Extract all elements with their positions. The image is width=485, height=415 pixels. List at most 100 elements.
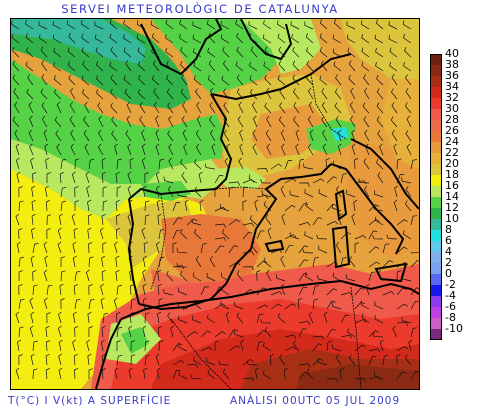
- wind-barb: [46, 214, 52, 226]
- wind-barb: [41, 102, 48, 114]
- wind-barb: [209, 129, 216, 142]
- wind-barb: [73, 353, 78, 366]
- wind-barb: [333, 19, 342, 30]
- wind-barb: [157, 269, 162, 282]
- legend-swatch: [430, 197, 442, 208]
- wind-barb: [242, 359, 254, 366]
- wind-barb: [128, 325, 133, 338]
- legend-entry: 10: [430, 213, 484, 230]
- wind-barb: [69, 87, 76, 100]
- wind-barb: [109, 33, 118, 44]
- wind-barb: [25, 46, 34, 58]
- wind-barb: [179, 19, 188, 30]
- wind-barb: [167, 312, 174, 324]
- wind-barb: [270, 163, 283, 170]
- wind-barb: [260, 319, 272, 324]
- wind-barb: [410, 159, 417, 170]
- wind-barb: [71, 171, 76, 184]
- legend-label: 10: [445, 212, 459, 225]
- legend-label: 4: [445, 245, 452, 258]
- wind-barb: [127, 213, 132, 226]
- legend-swatch: [430, 219, 442, 230]
- wind-barb: [101, 171, 106, 184]
- wind-barb: [66, 20, 76, 30]
- wind-barb: [136, 20, 146, 30]
- legend-label: 26: [445, 124, 459, 137]
- coast-channel: [210, 53, 352, 101]
- wind-barb: [317, 275, 328, 282]
- wind-barb: [196, 101, 202, 114]
- wind-barb: [242, 231, 253, 240]
- wind-barb: [326, 261, 339, 268]
- wind-barb: [180, 46, 188, 58]
- wind-barb: [176, 263, 188, 268]
- wind-barb: [150, 20, 160, 30]
- wind-barb: [236, 270, 244, 282]
- legend-swatch: [430, 230, 442, 241]
- wind-barb: [151, 75, 160, 86]
- wind-barb: [332, 34, 342, 44]
- wind-barb: [214, 223, 227, 228]
- wind-barb: [111, 116, 118, 128]
- wind-barb: [44, 255, 49, 268]
- wind-barb: [180, 88, 188, 100]
- wind-barb: [333, 61, 342, 72]
- wind-barb: [374, 216, 384, 226]
- wind-barb: [101, 325, 106, 338]
- wind-barb: [166, 74, 174, 86]
- wind-barb: [386, 234, 398, 240]
- wind-barb: [209, 116, 216, 128]
- wind-barb: [46, 172, 51, 183]
- wind-barb: [52, 34, 62, 44]
- wind-barb: [270, 291, 283, 296]
- coast-valencia: [225, 188, 278, 285]
- wind-barb: [326, 378, 338, 383]
- wind-barb: [155, 171, 160, 184]
- wind-barb: [18, 298, 25, 310]
- wind-barb: [374, 371, 384, 380]
- wind-barb: [278, 46, 286, 58]
- wind-barb: [208, 60, 216, 72]
- wind-barb: [15, 157, 20, 170]
- wind-barb: [264, 326, 272, 338]
- wind-barb: [242, 289, 254, 296]
- wind-barb: [156, 185, 160, 198]
- wind-barb: [110, 102, 118, 114]
- wind-barb: [60, 200, 66, 212]
- wind-barb: [332, 272, 342, 282]
- wind-barb: [235, 61, 244, 72]
- wind-barb: [220, 272, 230, 282]
- wind-barb: [406, 143, 412, 156]
- wind-barb: [31, 199, 36, 212]
- coast-biscay: [210, 93, 233, 190]
- wind-barb: [396, 354, 401, 366]
- wind-barb: [222, 368, 230, 380]
- wind-barb: [284, 334, 297, 339]
- wind-barb: [242, 222, 255, 227]
- legend-label: 2: [445, 256, 452, 269]
- wind-barb: [207, 75, 216, 86]
- wind-barb: [326, 301, 336, 310]
- wind-barb: [137, 89, 146, 100]
- wind-barb: [194, 186, 202, 198]
- wind-barb: [394, 185, 399, 198]
- wind-barb: [45, 199, 51, 212]
- wind-barb: [406, 115, 412, 128]
- wind-barb: [98, 115, 104, 128]
- wind-barb: [57, 227, 62, 240]
- wind-barb: [16, 171, 21, 184]
- wind-barb: [238, 157, 244, 170]
- wind-barb: [166, 60, 174, 72]
- legend-label: 16: [445, 179, 459, 192]
- wind-barb: [266, 269, 272, 282]
- wind-barb: [368, 230, 378, 240]
- wind-barb: [193, 75, 202, 86]
- wind-barb: [396, 303, 409, 310]
- wind-barb: [193, 228, 202, 240]
- wind-barb: [195, 255, 202, 268]
- legend-swatch: [430, 109, 442, 120]
- wind-barb: [393, 199, 398, 212]
- wind-barb: [172, 360, 185, 366]
- wind-barb: [368, 376, 381, 381]
- wind-barb: [308, 101, 314, 114]
